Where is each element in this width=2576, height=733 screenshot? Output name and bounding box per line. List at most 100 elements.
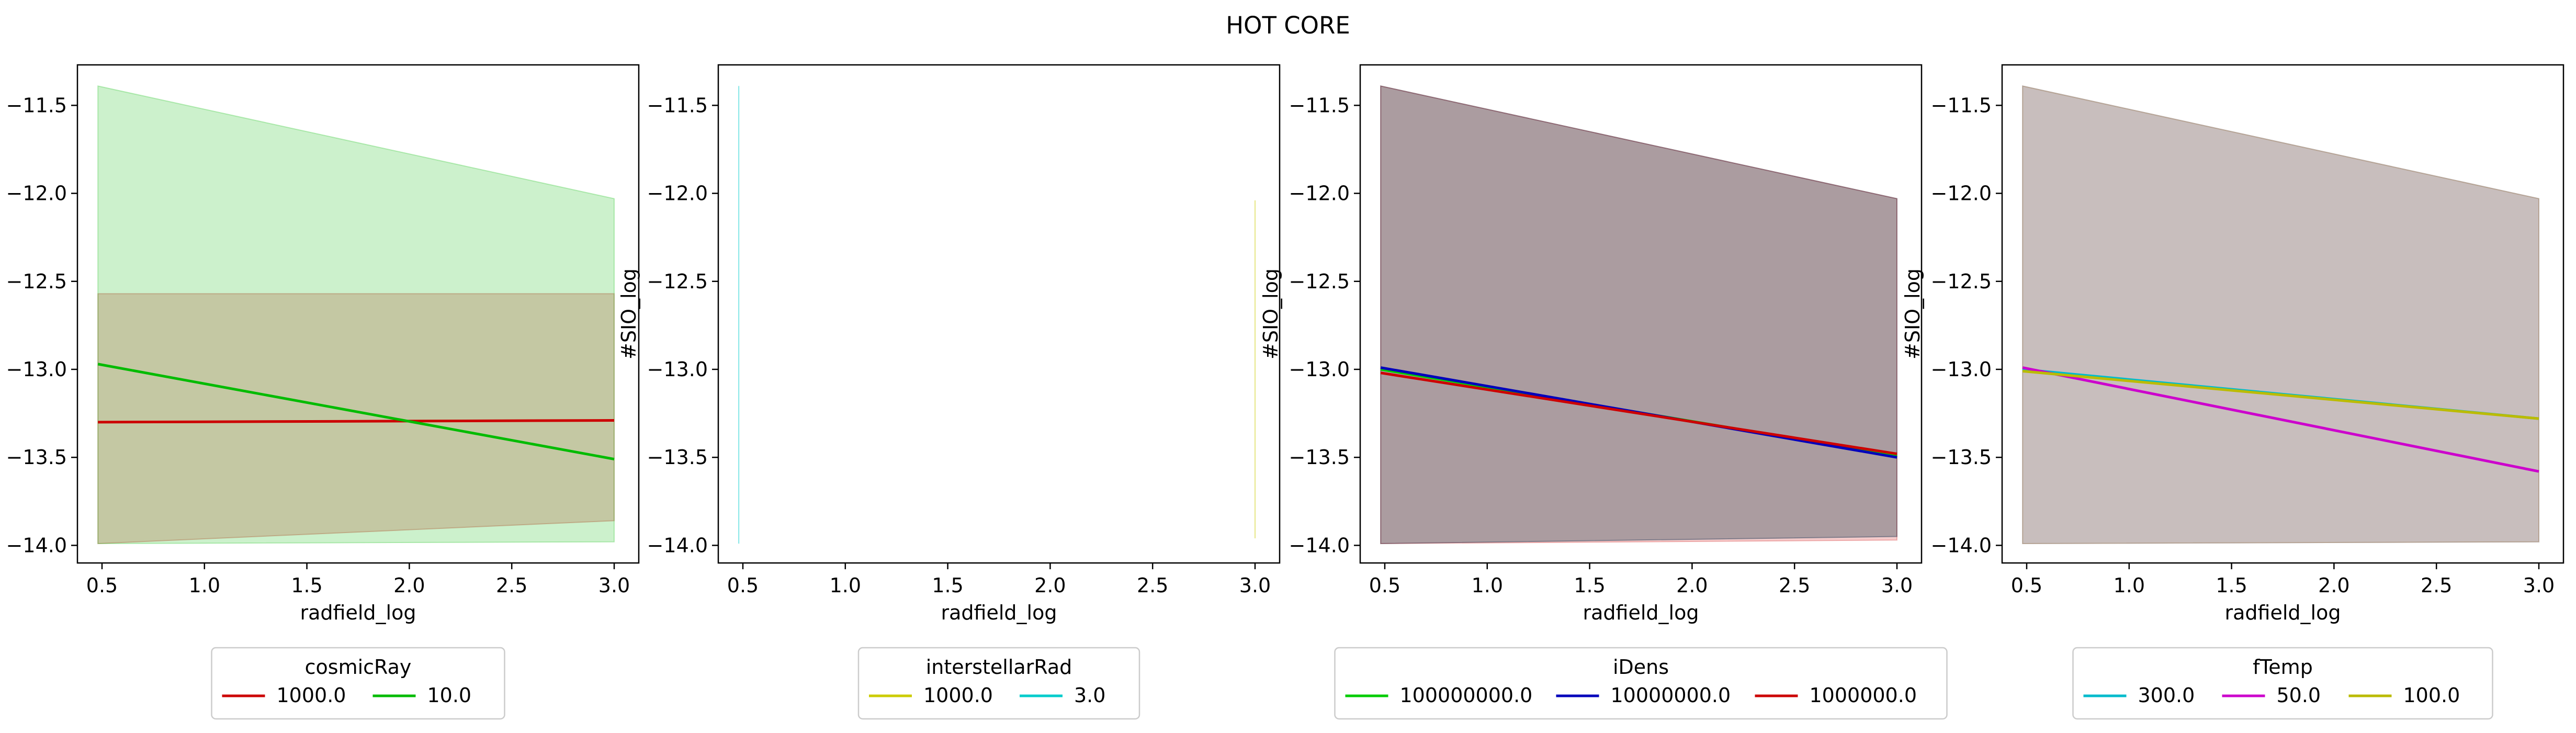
x-axis-label: radfield_log <box>2225 601 2341 624</box>
y-axis-label: #SIO_log <box>1259 268 1282 359</box>
y-tick-label: −12.5 <box>1931 270 1992 293</box>
y-axis-label: #SIO_log <box>1901 268 1924 359</box>
x-tick-label: 2.0 <box>1676 574 1708 597</box>
series-line-3 <box>1380 371 1897 455</box>
subplot-1: 0.5 1.0 1.5 2.0 2.5 3.0 −14.0 −13.5 −13.0 −12.5 −1… <box>6 64 640 720</box>
y-tick-label: −11.5 <box>1289 94 1350 117</box>
x-tick-label: 3.0 <box>598 574 630 597</box>
y-tick-label: −13.0 <box>647 358 708 381</box>
x-tick-label: 1.5 <box>291 574 322 597</box>
x-axis-label: radfield_log <box>1583 601 1699 624</box>
x-tick-label: 2.0 <box>1034 574 1066 597</box>
x-tick-label: 1.5 <box>1574 574 1605 597</box>
y-tick-label: −11.5 <box>6 94 67 117</box>
series-band-3 <box>1380 85 1898 545</box>
y-tick-label: −12.5 <box>647 270 708 293</box>
legend-label: 50.0 <box>2277 684 2321 707</box>
plot-frame <box>76 64 640 564</box>
x-tick-label: 0.5 <box>1369 574 1400 597</box>
y-axis-label: #SIO_log <box>617 268 640 359</box>
y-tick-label: −11.5 <box>647 94 708 117</box>
x-tick-label: 2.5 <box>2421 574 2452 597</box>
subplot-4: 0.5 1.0 1.5 2.0 2.5 3.0 −14.0 −13.5 −13.0 −12.5 −1… <box>1901 64 2564 720</box>
y-tick-label: −13.0 <box>1931 358 1992 381</box>
x-tick-label: 3.0 <box>1239 574 1271 597</box>
legend-box <box>211 647 505 720</box>
legend: iDens 100000000.0 10000000.0 1000000.0 <box>1334 647 1948 720</box>
series-band-2 <box>97 85 615 544</box>
series-band-1 <box>1380 85 1898 545</box>
legend-label: 10000000.0 <box>1611 684 1731 707</box>
legend-title: cosmicRay <box>305 656 412 679</box>
x-axis-label: radfield_log <box>941 601 1057 624</box>
x-tick-label: 1.0 <box>1472 574 1503 597</box>
legend-label: 300.0 <box>2138 684 2195 707</box>
legend-label: 100000000.0 <box>1400 684 1533 707</box>
x-tick-label: 1.0 <box>189 574 220 597</box>
legend-label: 1000.0 <box>923 684 993 707</box>
legend-title: interstellarRad <box>926 656 1072 679</box>
subplot-2: 0.5 1.0 1.5 2.0 2.5 3.0 −14.0 −13.5 −13.0 −12.5 −1… <box>617 64 1281 720</box>
y-tick-label: −14.0 <box>6 534 67 557</box>
x-tick-label: 0.5 <box>86 574 118 597</box>
y-tick-label: −14.0 <box>647 534 708 557</box>
series-band-2 <box>2022 85 2540 544</box>
x-tick-label: 0.5 <box>727 574 759 597</box>
x-tick-label: 3.0 <box>1881 574 1913 597</box>
plot-frame <box>1359 64 1923 564</box>
x-tick-label: 3.0 <box>2523 574 2555 597</box>
y-tick-label: −13.5 <box>647 446 708 469</box>
y-tick-label: −13.5 <box>6 446 67 469</box>
legend-label: 3.0 <box>1074 684 1105 707</box>
legend-label: 1000000.0 <box>1810 684 1917 707</box>
plot-frame <box>717 64 1281 564</box>
series-line-3 <box>2022 369 2539 420</box>
legend: interstellarRad 1000.0 3.0 <box>857 647 1140 720</box>
legend-box <box>857 647 1140 720</box>
x-tick-label: 1.0 <box>2114 574 2145 597</box>
legend: cosmicRay 1000.0 10.0 <box>211 647 505 720</box>
series-band-3 <box>2022 85 2540 544</box>
y-tick-label: −13.0 <box>6 358 67 381</box>
y-tick-label: −12.5 <box>6 270 67 293</box>
x-tick-label: 1.5 <box>932 574 963 597</box>
figure-title: HOT CORE <box>1226 12 1350 39</box>
x-tick-label: 1.0 <box>830 574 861 597</box>
series-line-2 <box>97 363 615 460</box>
legend-title: fTemp <box>2253 656 2313 679</box>
legend-box <box>2072 647 2493 720</box>
series-line-2 <box>2022 366 2539 473</box>
x-tick-label: 0.5 <box>2011 574 2042 597</box>
x-tick-label: 2.0 <box>2318 574 2349 597</box>
y-tick-label: −13.0 <box>1289 358 1350 381</box>
y-tick-label: −12.0 <box>647 182 708 205</box>
legend-box <box>1334 647 1948 720</box>
legend-label: 10.0 <box>427 684 472 707</box>
y-tick-label: −13.5 <box>1289 446 1350 469</box>
y-tick-label: −14.0 <box>1289 534 1350 557</box>
series-line-1 <box>98 419 615 424</box>
series-band-2 <box>1380 85 1898 545</box>
x-tick-label: 2.0 <box>393 574 425 597</box>
series-band-1 <box>2022 85 2540 544</box>
y-tick-label: −12.0 <box>6 182 67 205</box>
x-tick-label: 1.5 <box>2216 574 2247 597</box>
legend: fTemp 300.0 50.0 100.0 <box>2072 647 2493 720</box>
y-tick-label: −12.5 <box>1289 270 1350 293</box>
y-tick-label: −12.0 <box>1931 182 1992 205</box>
legend-label: 1000.0 <box>277 684 346 707</box>
x-tick-label: 2.5 <box>496 574 527 597</box>
x-axis-label: radfield_log <box>300 601 416 624</box>
plot-frame <box>2001 64 2564 564</box>
y-tick-label: −11.5 <box>1931 94 1992 117</box>
y-tick-label: −14.0 <box>1931 534 1992 557</box>
subplot-3: 0.5 1.0 1.5 2.0 2.5 3.0 −14.0 −13.5 −13.0 −12.5 −1… <box>1259 64 1948 720</box>
x-tick-label: 2.5 <box>1137 574 1168 597</box>
legend-label: 100.0 <box>2403 684 2460 707</box>
chart-panels: 0.5 1.0 1.5 2.0 2.5 3.0 −14.0 −13.5 −13.0 −12.5 −1… <box>6 64 2564 720</box>
series-band-1 <box>97 293 615 545</box>
y-tick-label: −13.5 <box>1931 446 1992 469</box>
legend-title: iDens <box>1613 656 1669 679</box>
x-tick-label: 2.5 <box>1779 574 1810 597</box>
